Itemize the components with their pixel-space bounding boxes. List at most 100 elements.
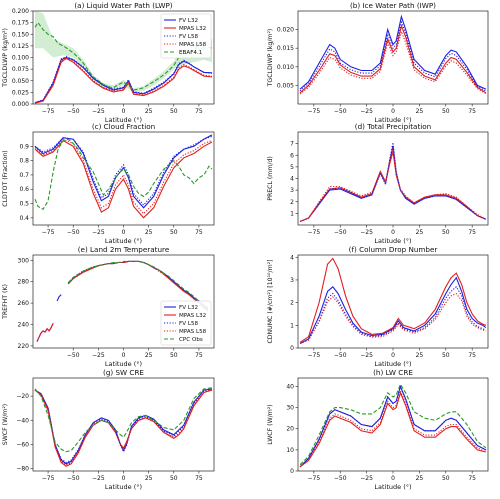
- x-tick-label: 50: [170, 108, 178, 115]
- chart-title: (d) Total Precipitation: [355, 122, 431, 131]
- series-line-mpas-l58: [34, 138, 213, 215]
- x-tick-label: −25: [92, 352, 105, 359]
- y-tick-label: 30: [286, 405, 294, 412]
- y-tick-label: 0.025: [12, 89, 29, 96]
- y-tick-label: 0.100: [12, 55, 29, 62]
- y-tick-label: 2: [290, 300, 294, 307]
- x-tick-label: 25: [416, 108, 424, 115]
- x-tick-label: −50: [67, 352, 80, 359]
- chart-title: (b) Ice Water Path (IWP): [350, 1, 436, 10]
- x-axis-label: Latitude (°): [374, 360, 411, 368]
- x-tick-label: −75: [42, 229, 55, 236]
- series-line-mpas-l58: [299, 148, 487, 223]
- y-tick-label: −80: [16, 466, 29, 473]
- series-line-mpas-l32: [299, 391, 487, 468]
- legend: FV L32 MPAS L32 FV L58 MPAS L58 EBAF4.1: [160, 13, 212, 59]
- series-line-mpas-l58: [34, 56, 213, 104]
- x-tick-label: 75: [195, 108, 203, 115]
- chart-title: (f) Column Drop Number: [349, 245, 438, 254]
- chart-panel-7: (g) SW CRE −75 −50 −25 0 25 50 75 −80 −60 −40 −20 La…: [2, 368, 215, 491]
- x-tick-label: −75: [307, 475, 320, 482]
- chart-title: (c) Cloud Fraction: [92, 122, 155, 131]
- series-line-mpas-l58: [34, 389, 213, 466]
- y-tick-label: 20: [286, 426, 294, 433]
- series-line-mpas-l58: [299, 292, 487, 345]
- x-tick-label: 75: [195, 352, 203, 359]
- x-tick-label: −25: [360, 229, 373, 236]
- y-tick-label: 0.200: [12, 8, 29, 15]
- x-axis-label: Latitude (°): [105, 483, 142, 491]
- x-tick-label: −25: [92, 229, 105, 236]
- y-tick-label: −60: [16, 441, 29, 448]
- x-tick-label: 50: [442, 352, 450, 359]
- y-tick-label: 300: [18, 257, 30, 264]
- y-tick-label: 1: [290, 322, 294, 329]
- series-line-fv-l58: [34, 135, 213, 206]
- x-tick-label: 75: [468, 108, 476, 115]
- x-tick-label: −75: [307, 108, 320, 115]
- legend-entry: CPC Obs: [179, 337, 203, 343]
- chart-title: (h) LW CRE: [373, 368, 413, 377]
- x-tick-label: 0: [122, 108, 126, 115]
- x-tick-label: 50: [442, 108, 450, 115]
- y-tick-label: 0.4: [19, 215, 29, 222]
- legend: FV L32 MPAS L32 FV L58 MPAS L58 CPC Obs: [160, 300, 212, 346]
- y-axis-label: TGCLDLWP (kg/m²): [2, 28, 9, 88]
- series-line-ebaf4-1: [34, 387, 213, 453]
- x-tick-label: 50: [442, 475, 450, 482]
- y-tick-label: 4: [290, 254, 294, 261]
- x-tick-label: 50: [170, 229, 178, 236]
- series-line-mpas-l32: [299, 24, 487, 94]
- legend-box: [160, 13, 212, 59]
- y-tick-label: 3: [290, 277, 294, 284]
- series-line-ebaf4-1: [34, 138, 213, 211]
- chart-title: (e) Land 2m Temperature: [78, 245, 170, 254]
- y-tick-label: 0.175: [12, 20, 29, 27]
- legend-entry: MPAS L32: [179, 26, 206, 32]
- y-tick-label: 0.125: [12, 43, 29, 50]
- y-tick-label: 280: [18, 279, 30, 286]
- y-tick-label: −20: [16, 393, 29, 400]
- y-axis-label: TGCLDIWP (kg/m²): [267, 29, 274, 88]
- x-tick-label: 25: [416, 229, 424, 236]
- legend-entry: FV L32: [179, 18, 198, 24]
- x-axis-label: Latitude (°): [374, 237, 411, 245]
- series-line-mpas-l32: [36, 323, 54, 342]
- x-tick-label: 25: [145, 352, 153, 359]
- x-tick-label: 75: [468, 475, 476, 482]
- series-line-fv-l32: [299, 384, 487, 468]
- legend-entry: MPAS L58: [179, 42, 207, 48]
- x-tick-label: −25: [92, 475, 105, 482]
- y-tick-label: 3: [290, 187, 294, 194]
- series-line-fv-l58: [299, 142, 487, 223]
- y-axis-label: PRECL (mm/d): [267, 156, 274, 201]
- chart-panel-1: (a) Liquid Water Path (LWP) −75 −50 −25 0 25 5…: [2, 1, 215, 124]
- x-tick-label: −75: [307, 229, 320, 236]
- y-axis-label: SWCF (W/m²): [2, 404, 9, 445]
- series-line-mpas-l32: [34, 139, 213, 219]
- x-tick-label: 25: [145, 108, 153, 115]
- x-tick-label: 0: [391, 229, 395, 236]
- series-line-mpas-l32: [34, 389, 213, 467]
- series-line-mpas-l58: [67, 260, 209, 313]
- y-tick-label: 1: [290, 210, 294, 217]
- x-tick-label: 75: [468, 352, 476, 359]
- x-tick-label: 0: [122, 475, 126, 482]
- y-tick-label: 0.8: [19, 158, 29, 165]
- plot-frame: [297, 10, 489, 105]
- legend-entry: EBAF4.1: [179, 50, 203, 56]
- x-tick-label: −50: [334, 108, 347, 115]
- series-line-fv-l32: [299, 14, 487, 90]
- y-tick-label: 220: [18, 343, 30, 350]
- x-tick-label: 50: [442, 229, 450, 236]
- series-line-mpas-l58: [299, 29, 487, 95]
- chart-panel-2: (b) Ice Water Path (IWP) −75 −50 −25 0 25 50 75…: [267, 1, 489, 124]
- y-tick-label: 0.000: [12, 101, 29, 108]
- y-tick-label: 0: [290, 468, 294, 475]
- legend-entry: FV L58: [179, 34, 198, 40]
- x-tick-label: −75: [42, 108, 55, 115]
- chart-title: (a) Liquid Water Path (LWP): [74, 1, 172, 10]
- y-tick-label: 2: [290, 199, 294, 206]
- series-line-ebaf4-1: [299, 383, 487, 466]
